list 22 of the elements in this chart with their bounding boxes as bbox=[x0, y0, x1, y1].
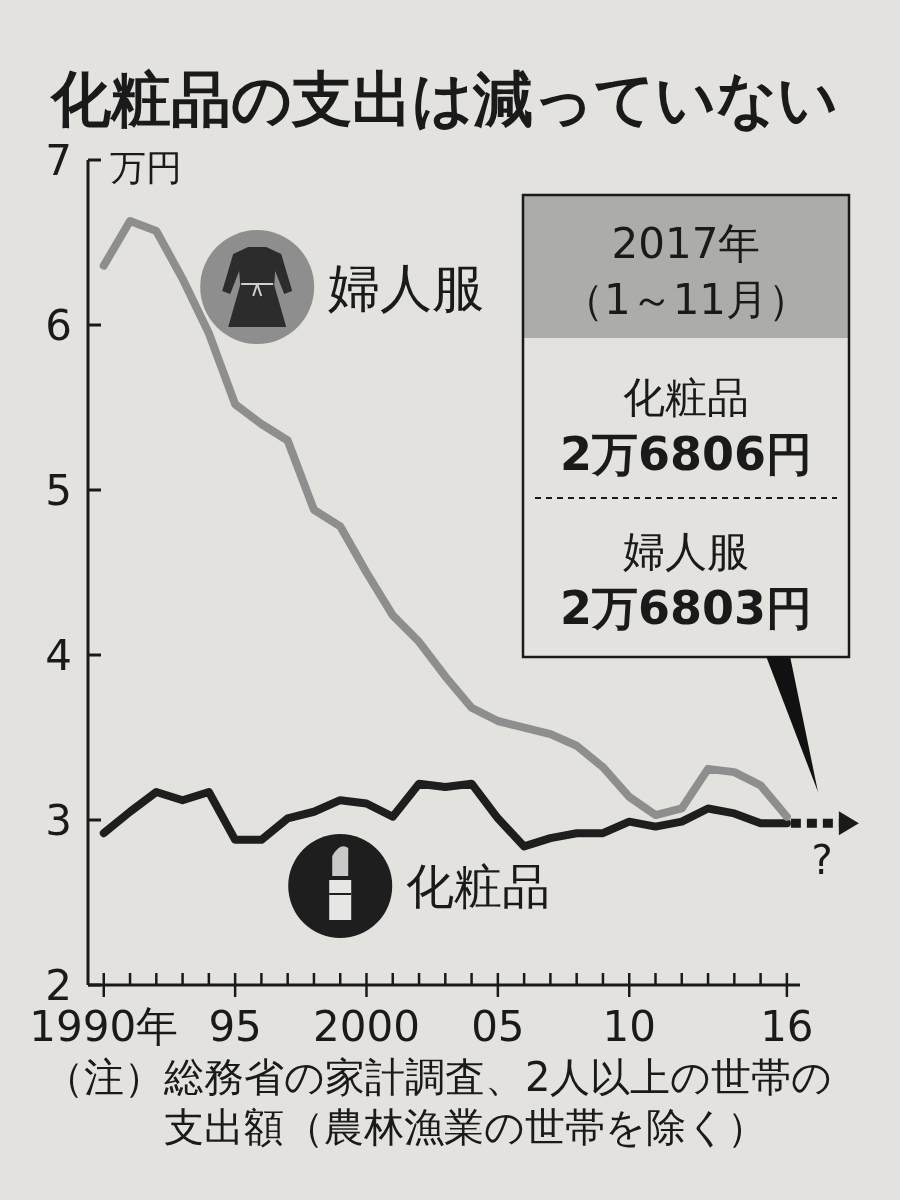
annotation: 2万6806円 bbox=[559, 426, 813, 481]
x-tick-label: 16 bbox=[760, 1002, 814, 1051]
y-tick-label: 7 bbox=[45, 136, 72, 185]
legend-label: 化粧品 bbox=[406, 858, 551, 915]
text: ? bbox=[811, 837, 833, 883]
annotation: 2017年 bbox=[611, 219, 761, 269]
x-tick-label: 10 bbox=[602, 1002, 656, 1051]
y-tick-label: 3 bbox=[45, 796, 72, 845]
y-axis-title: 万円 bbox=[110, 147, 182, 188]
x-tick-label: 2000 bbox=[313, 1002, 420, 1051]
text: （注）総務省の家計調査、2人以上の世帯の支出額（農林漁業の世帯を除く） bbox=[44, 1053, 834, 1152]
annotation: （1～11月） bbox=[561, 275, 811, 325]
y-tick-label: 4 bbox=[45, 631, 72, 680]
chart-title: 化粧品の支出は減っていない bbox=[49, 64, 838, 134]
y-tick-label: 6 bbox=[45, 301, 72, 350]
x-tick-label: 95 bbox=[208, 1002, 262, 1051]
annotation: 化粧品 bbox=[623, 373, 749, 423]
legend-label: 婦人服 bbox=[328, 257, 485, 318]
annotation: 婦人服 bbox=[623, 527, 749, 577]
x-tick-label: 05 bbox=[471, 1002, 525, 1051]
y-tick-label: 5 bbox=[45, 466, 72, 515]
annotation: 2万6803円 bbox=[559, 580, 813, 635]
